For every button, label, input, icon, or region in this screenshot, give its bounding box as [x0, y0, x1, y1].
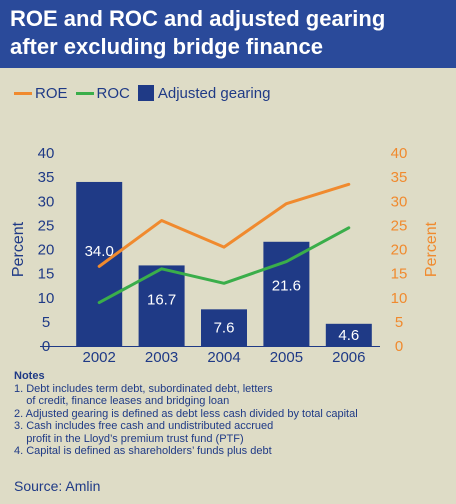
note-line: of credit, finance leases and bridging l…: [14, 395, 230, 407]
bar: [138, 265, 185, 346]
bar: [263, 241, 310, 346]
bar: [201, 309, 247, 346]
legend-gearing-label: Adjusted gearing: [157, 84, 271, 102]
y2-tick-label: 20: [391, 242, 408, 259]
bar-data-label: 7.6: [214, 320, 235, 337]
legend-item-gearing: Adjusted gearing: [137, 84, 271, 102]
y-tick-label: 20: [38, 242, 55, 259]
title-bar: ROE and ROC and adjusted gearing after e…: [0, 0, 456, 68]
chart-title: ROE and ROC and adjusted gearing after e…: [10, 6, 386, 59]
y-tick-label: 30: [38, 193, 55, 210]
series-line-roc: [97, 226, 351, 305]
y2-tick-label: 30: [391, 193, 408, 210]
y-tick-label: 15: [38, 266, 55, 283]
notes: Notes 1. Debt includes term debt, subord…: [14, 370, 450, 458]
series-line-roe: [97, 182, 351, 268]
y2-tick-label: 40: [391, 145, 408, 162]
y2-tick-label: 25: [391, 217, 408, 234]
note-line: 4. Capital is defined as shareholders’ f…: [14, 445, 272, 457]
legend-item-roe: ROE: [14, 85, 68, 102]
source-label: Source: Amlin: [14, 478, 101, 494]
note-line: profit in the Lloyd’s premium trust fund…: [14, 432, 244, 445]
legend: ROE ROC Adjusted gearing: [14, 82, 278, 104]
y-axis-title: Percent: [10, 221, 27, 277]
x-tick-label: 2003: [145, 349, 178, 366]
x-tick-label: 2006: [332, 349, 365, 366]
legend-gearing-swatch: [137, 85, 154, 101]
y-tick-label: 5: [42, 314, 50, 331]
y2-tick-label: 35: [391, 169, 408, 186]
note-line: 3. Cash includes free cash and undistrib…: [14, 420, 274, 432]
y2-tick-label: 5: [395, 314, 403, 331]
y-tick-label: 40: [38, 145, 55, 162]
bar-data-label: 16.7: [147, 291, 176, 308]
y2-tick-label: 15: [391, 266, 408, 283]
legend-roe-label: ROE: [35, 84, 68, 102]
x-tick-label: 2004: [207, 349, 240, 366]
bar-data-label: 4.6: [338, 327, 359, 344]
legend-roc-swatch: [75, 91, 94, 95]
y-tick-label: 35: [38, 169, 55, 186]
bar-data-label: 34.0: [85, 243, 114, 260]
legend-roc-label: ROC: [96, 84, 130, 102]
x-tick-label: 2002: [83, 349, 116, 366]
note-line: 1. Debt includes term debt, subordinated…: [14, 382, 273, 395]
legend-item-roc: ROC: [75, 84, 130, 102]
x-tick-label: 2005: [270, 349, 303, 366]
notes-title: Notes: [14, 370, 45, 382]
legend-roe-swatch: [14, 91, 32, 95]
note-line: 2. Adjusted gearing is defined as debt l…: [14, 407, 358, 420]
y2-tick-label: 0: [395, 338, 403, 355]
bar-data-label: 21.6: [272, 278, 301, 295]
y-tick-label: 10: [38, 290, 55, 307]
bar: [325, 323, 372, 346]
bar: [76, 181, 123, 346]
y-tick-label: 25: [38, 217, 55, 234]
y2-axis-title: Percent: [423, 221, 440, 277]
y2-tick-label: 10: [391, 290, 408, 307]
